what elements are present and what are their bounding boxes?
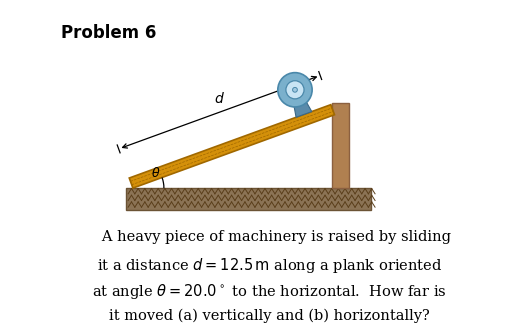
Circle shape (293, 87, 297, 92)
Text: it moved (a) vertically and (b) horizontally?: it moved (a) vertically and (b) horizont… (109, 309, 430, 323)
Text: A heavy piece of machinery is raised by sliding: A heavy piece of machinery is raised by … (88, 230, 451, 244)
Polygon shape (126, 188, 371, 210)
Circle shape (286, 81, 304, 99)
Text: it a distance $d = 12.5\,\mathrm{m}$ along a plank oriented: it a distance $d = 12.5\,\mathrm{m}$ alo… (97, 256, 442, 275)
Polygon shape (294, 102, 312, 117)
Circle shape (278, 73, 312, 107)
Text: $\theta$: $\theta$ (152, 166, 161, 181)
Text: $d$: $d$ (214, 91, 225, 106)
Polygon shape (129, 105, 334, 188)
Bar (332, 103, 349, 188)
Text: at angle $\theta = 20.0^\circ$ to the horizontal.  How far is: at angle $\theta = 20.0^\circ$ to the ho… (92, 282, 447, 302)
Text: Problem 6: Problem 6 (61, 24, 157, 42)
